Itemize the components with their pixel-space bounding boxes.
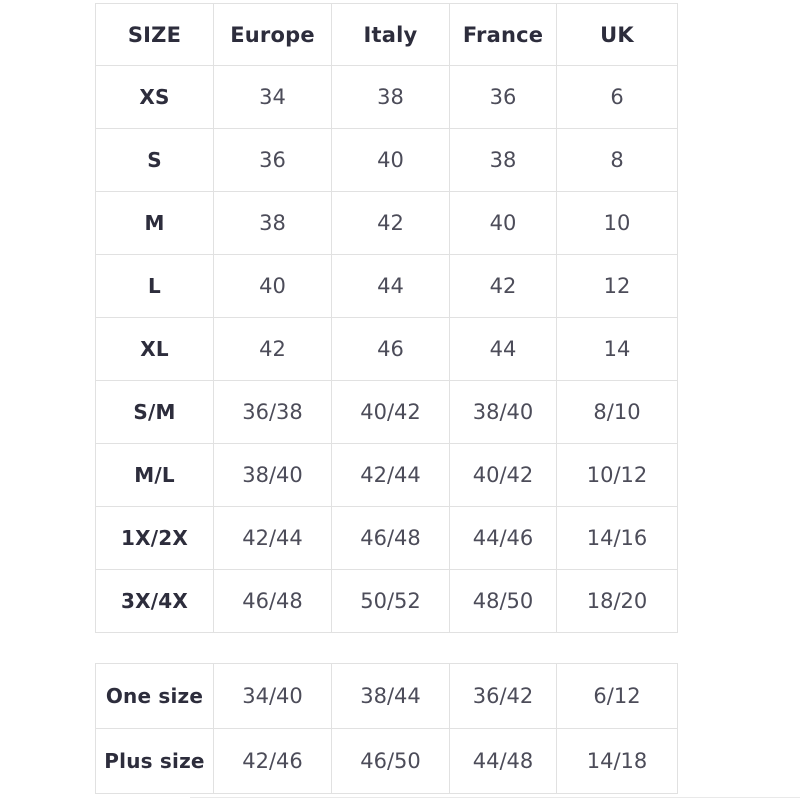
size-label-cell: 1X/2X [95,506,214,570]
europe-value-cell: 36 [213,128,332,192]
france-value-cell: 44 [449,317,557,381]
france-value-cell: 48/50 [449,569,557,633]
table-row-plus-size: Plus size 42/46 46/50 44/48 14/18 [95,728,678,794]
uk-value-cell: 14/16 [556,506,678,570]
column-header-france: France [449,3,557,66]
table-row-xl: XL 42 46 44 14 [95,317,678,381]
europe-value-cell: 38/40 [213,443,332,507]
column-header-size: SIZE [95,3,214,66]
uk-value-cell: 8/10 [556,380,678,444]
france-value-cell: 40 [449,191,557,255]
europe-value-cell: 42/46 [213,728,332,794]
italy-value-cell: 46/48 [331,506,450,570]
france-value-cell: 38/40 [449,380,557,444]
france-value-cell: 38 [449,128,557,192]
italy-value-cell: 42 [331,191,450,255]
italy-value-cell: 50/52 [331,569,450,633]
table-row-3x4x: 3X/4X 46/48 50/52 48/50 18/20 [95,569,678,633]
europe-value-cell: 42 [213,317,332,381]
france-value-cell: 36/42 [449,663,557,729]
italy-value-cell: 44 [331,254,450,318]
france-value-cell: 42 [449,254,557,318]
uk-value-cell: 18/20 [556,569,678,633]
page-bottom-hairline [190,797,800,798]
europe-value-cell: 42/44 [213,506,332,570]
column-header-europe: Europe [213,3,332,66]
italy-value-cell: 38/44 [331,663,450,729]
one-size-plus-size-table: One size 34/40 38/44 36/42 6/12 Plus siz… [95,663,678,794]
europe-value-cell: 34/40 [213,663,332,729]
size-label-cell: L [95,254,214,318]
table-row-sm: S/M 36/38 40/42 38/40 8/10 [95,380,678,444]
europe-value-cell: 40 [213,254,332,318]
france-value-cell: 36 [449,65,557,129]
italy-value-cell: 40/42 [331,380,450,444]
size-label-cell: XS [95,65,214,129]
uk-value-cell: 14/18 [556,728,678,794]
europe-value-cell: 34 [213,65,332,129]
europe-value-cell: 46/48 [213,569,332,633]
uk-value-cell: 12 [556,254,678,318]
uk-value-cell: 6/12 [556,663,678,729]
france-value-cell: 44/48 [449,728,557,794]
europe-value-cell: 38 [213,191,332,255]
table-row-l: L 40 44 42 12 [95,254,678,318]
table-row-s: S 36 40 38 8 [95,128,678,192]
france-value-cell: 44/46 [449,506,557,570]
italy-value-cell: 38 [331,65,450,129]
table-row-ml: M/L 38/40 42/44 40/42 10/12 [95,443,678,507]
table-row-xs: XS 34 38 36 6 [95,65,678,129]
uk-value-cell: 6 [556,65,678,129]
size-label-cell: 3X/4X [95,569,214,633]
size-conversion-table: SIZE Europe Italy France UK XS 34 38 36 … [95,3,678,633]
size-label-cell: XL [95,317,214,381]
table-row-m: M 38 42 40 10 [95,191,678,255]
uk-value-cell: 8 [556,128,678,192]
size-label-cell: S [95,128,214,192]
size-label-cell: Plus size [95,728,214,794]
size-label-cell: M [95,191,214,255]
column-header-italy: Italy [331,3,450,66]
header-row: SIZE Europe Italy France UK [95,3,678,66]
italy-value-cell: 42/44 [331,443,450,507]
table-row-one-size: One size 34/40 38/44 36/42 6/12 [95,663,678,729]
italy-value-cell: 46/50 [331,728,450,794]
france-value-cell: 40/42 [449,443,557,507]
uk-value-cell: 10/12 [556,443,678,507]
column-header-uk: UK [556,3,678,66]
italy-value-cell: 46 [331,317,450,381]
italy-value-cell: 40 [331,128,450,192]
europe-value-cell: 36/38 [213,380,332,444]
uk-value-cell: 10 [556,191,678,255]
uk-value-cell: 14 [556,317,678,381]
table-row-1x2x: 1X/2X 42/44 46/48 44/46 14/16 [95,506,678,570]
size-label-cell: S/M [95,380,214,444]
size-label-cell: M/L [95,443,214,507]
size-label-cell: One size [95,663,214,729]
